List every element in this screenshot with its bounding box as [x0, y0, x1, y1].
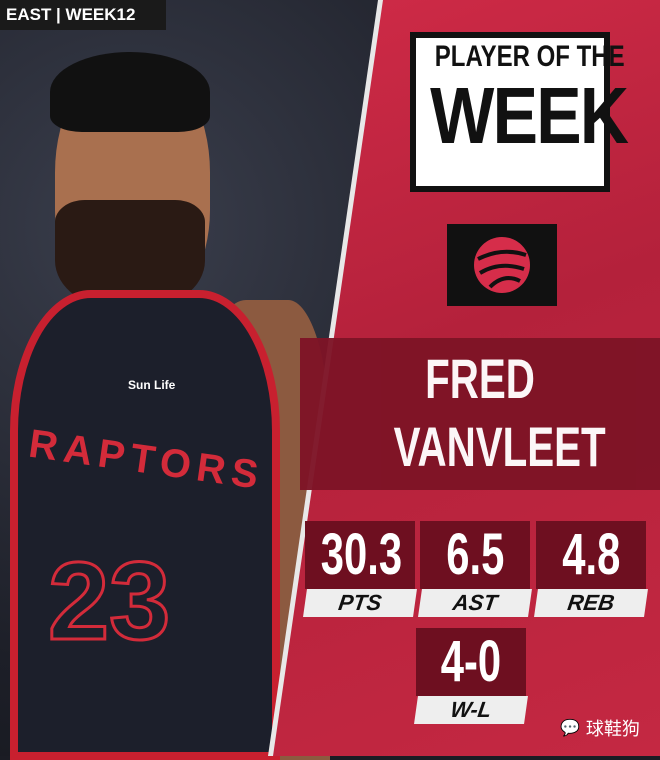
jersey-number: 23: [46, 539, 171, 665]
stat-ast: 6.5 AST: [418, 521, 532, 617]
jersey: RAPTORS 23 Sun Life: [10, 290, 280, 760]
stat-value: 30.3: [320, 522, 403, 587]
stat-wl: 4-0 W-L: [414, 628, 528, 724]
stat-value: 4.8: [561, 522, 621, 587]
stat-pts: 30.3 PTS: [303, 521, 417, 617]
jersey-text: RAPTORS: [26, 421, 267, 499]
stat-value: 4-0: [440, 629, 502, 694]
team-logo: [447, 224, 557, 306]
stat-label: REB: [534, 589, 648, 617]
sponsor-logo: Sun Life: [128, 378, 176, 392]
player-name-band: FRED VANVLEET: [300, 338, 660, 490]
stat-value: 6.5: [445, 522, 505, 587]
wechat-icon: 💬: [560, 720, 580, 737]
stat-label: W-L: [414, 696, 528, 724]
stat-label: AST: [418, 589, 532, 617]
stat-label: PTS: [303, 589, 417, 617]
award-line2: WEEK: [430, 71, 629, 160]
player-first-name: FRED: [425, 347, 535, 410]
player-last-name: VANVLEET: [393, 415, 606, 478]
watermark: 💬 球鞋狗: [560, 715, 640, 741]
raptors-basketball-claw-icon: [474, 237, 530, 293]
player-hair: [50, 52, 210, 132]
watermark-text: 球鞋狗: [585, 719, 640, 739]
award-line1: PLAYER OF THE: [434, 40, 625, 73]
conference-week-tag: EAST | WEEK12: [0, 0, 166, 30]
stat-reb: 4.8 REB: [534, 521, 648, 617]
player-of-the-week-badge: PLAYER OF THE WEEK: [410, 32, 629, 192]
